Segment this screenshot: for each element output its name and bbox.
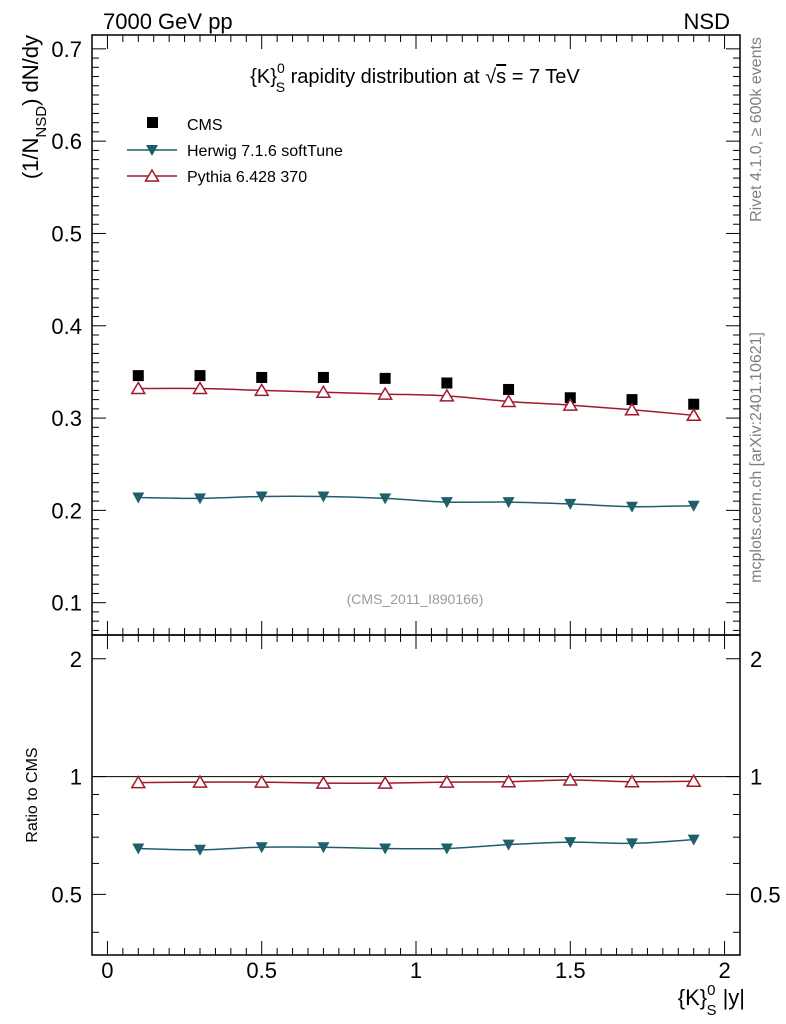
rivet-side-label: Rivet 4.1.0, ≥ 600k events bbox=[748, 37, 765, 222]
ratio-y-tick-label: 2 bbox=[70, 647, 82, 672]
main-point-pythia-6-428-370 bbox=[562, 397, 579, 411]
main-point-pythia-6-428-370 bbox=[315, 384, 332, 398]
x-axis-label: {K}0 S |y| bbox=[678, 982, 745, 1019]
ratio-y-tick-label-right: 0.5 bbox=[750, 882, 781, 907]
ratio-y-axis-label: Ratio to CMS bbox=[24, 747, 41, 842]
main-point-cms bbox=[317, 371, 329, 383]
ratio-point-pythia-6-428-370 bbox=[562, 772, 579, 786]
main-point-pythia-6-428-370 bbox=[192, 381, 208, 395]
ratio-point-pythia-6-428-370 bbox=[315, 775, 332, 789]
main-point-pythia-6-428-370 bbox=[377, 386, 393, 400]
legend-marker-cms bbox=[147, 117, 158, 128]
main-point-herwig-7-1-6-softtune bbox=[440, 497, 453, 509]
ratio-point-herwig-7-1-6-softtune bbox=[194, 844, 206, 856]
main-series-line-pythia-6-428-370 bbox=[138, 387, 694, 417]
ratio-point-herwig-7-1-6-softtune bbox=[379, 843, 392, 855]
ratio-y-tick-label: 0.5 bbox=[51, 882, 82, 907]
ratio-point-pythia-6-428-370 bbox=[624, 774, 640, 788]
ratio-point-pythia-6-428-370 bbox=[685, 773, 702, 787]
main-y-tick-label: 0.3 bbox=[51, 406, 82, 431]
ratio-point-pythia-6-428-370 bbox=[500, 774, 517, 788]
analysis-annotation: (CMS_2011_I890166) bbox=[347, 591, 484, 607]
main-point-cms bbox=[503, 383, 515, 395]
legend-label-herwig: Herwig 7.1.6 softTune bbox=[187, 143, 343, 160]
ratio-point-herwig-7-1-6-softtune bbox=[687, 834, 700, 846]
main-series-line-herwig-7-1-6-softtune bbox=[138, 495, 694, 508]
main-y-tick-label: 0.2 bbox=[51, 498, 82, 523]
ratio-point-herwig-7-1-6-softtune bbox=[626, 838, 638, 850]
x-tick-label: 0 bbox=[101, 958, 113, 983]
main-title: {K}0 S rapidity distribution at √s = 7 Te… bbox=[250, 60, 580, 95]
main-point-pythia-6-428-370 bbox=[439, 388, 455, 402]
legend: CMS Herwig 7.1.6 softTune Pythia 6.428 3… bbox=[127, 117, 343, 186]
x-tick-label: 0.5 bbox=[246, 958, 277, 983]
ratio-point-herwig-7-1-6-softtune bbox=[132, 843, 145, 855]
main-point-cms bbox=[379, 372, 391, 384]
header-left-label: 7000 GeV pp bbox=[103, 9, 233, 34]
header-right-label: NSD bbox=[684, 9, 730, 34]
mcplots-side-label: mcplots.cern.ch [arXiv:2401.10621] bbox=[748, 332, 765, 583]
main-point-pythia-6-428-370 bbox=[685, 407, 702, 422]
legend-label-cms: CMS bbox=[187, 117, 223, 134]
main-point-herwig-7-1-6-softtune bbox=[502, 497, 515, 509]
main-point-herwig-7-1-6-softtune bbox=[317, 491, 330, 503]
ratio-point-herwig-7-1-6-softtune bbox=[502, 839, 515, 851]
main-y-tick-label: 0.6 bbox=[51, 129, 82, 154]
x-tick-label: 1 bbox=[410, 958, 422, 983]
main-y-tick-label: 0.7 bbox=[51, 37, 82, 62]
main-point-cms bbox=[132, 370, 144, 382]
ratio-point-pythia-6-428-370 bbox=[377, 775, 393, 789]
x-tick-label: 1.5 bbox=[555, 958, 586, 983]
main-point-herwig-7-1-6-softtune bbox=[626, 501, 638, 513]
x-tick-label: 2 bbox=[718, 958, 730, 983]
ratio-plot-frame bbox=[91, 634, 741, 956]
ratio-point-herwig-7-1-6-softtune bbox=[255, 842, 268, 854]
ratio-point-pythia-6-428-370 bbox=[192, 774, 208, 788]
main-point-herwig-7-1-6-softtune bbox=[687, 500, 700, 512]
ratio-series-line-herwig-7-1-6-softtune bbox=[138, 838, 694, 851]
ratio-point-herwig-7-1-6-softtune bbox=[564, 837, 577, 849]
main-point-herwig-7-1-6-softtune bbox=[255, 491, 268, 503]
main-point-herwig-7-1-6-softtune bbox=[132, 492, 145, 504]
ratio-point-herwig-7-1-6-softtune bbox=[317, 842, 330, 854]
ratio-y-tick-label: 1 bbox=[70, 765, 82, 790]
main-point-herwig-7-1-6-softtune bbox=[194, 493, 206, 505]
ratio-series-line-pythia-6-428-370 bbox=[138, 779, 694, 785]
main-point-cms bbox=[441, 377, 453, 389]
main-point-pythia-6-428-370 bbox=[253, 382, 270, 397]
main-y-axis-label: (1/NNSD) dN/dy bbox=[18, 35, 50, 179]
legend-label-pythia: Pythia 6.428 370 bbox=[187, 169, 307, 186]
main-y-tick-label: 0.5 bbox=[51, 221, 82, 246]
legend-marker-pythia bbox=[144, 168, 160, 182]
legend-marker-herwig bbox=[146, 145, 158, 156]
ratio-point-herwig-7-1-6-softtune bbox=[440, 843, 453, 855]
main-point-pythia-6-428-370 bbox=[500, 393, 517, 408]
main-point-cms bbox=[626, 394, 638, 406]
main-point-cms bbox=[194, 370, 206, 382]
main-point-pythia-6-428-370 bbox=[130, 381, 147, 395]
main-point-cms bbox=[256, 371, 268, 383]
ratio-point-pythia-6-428-370 bbox=[439, 774, 455, 788]
ratio-point-pythia-6-428-370 bbox=[253, 774, 270, 788]
main-point-cms bbox=[688, 398, 700, 410]
main-point-herwig-7-1-6-softtune bbox=[564, 498, 577, 510]
main-y-tick-label: 0.4 bbox=[51, 314, 82, 339]
main-point-pythia-6-428-370 bbox=[624, 402, 640, 416]
ratio-y-tick-label-right: 2 bbox=[750, 647, 762, 672]
ratio-y-tick-label-right: 1 bbox=[750, 765, 762, 790]
ratio-point-pythia-6-428-370 bbox=[130, 775, 147, 789]
main-y-tick-label: 0.1 bbox=[51, 591, 82, 616]
main-point-herwig-7-1-6-softtune bbox=[379, 493, 392, 505]
